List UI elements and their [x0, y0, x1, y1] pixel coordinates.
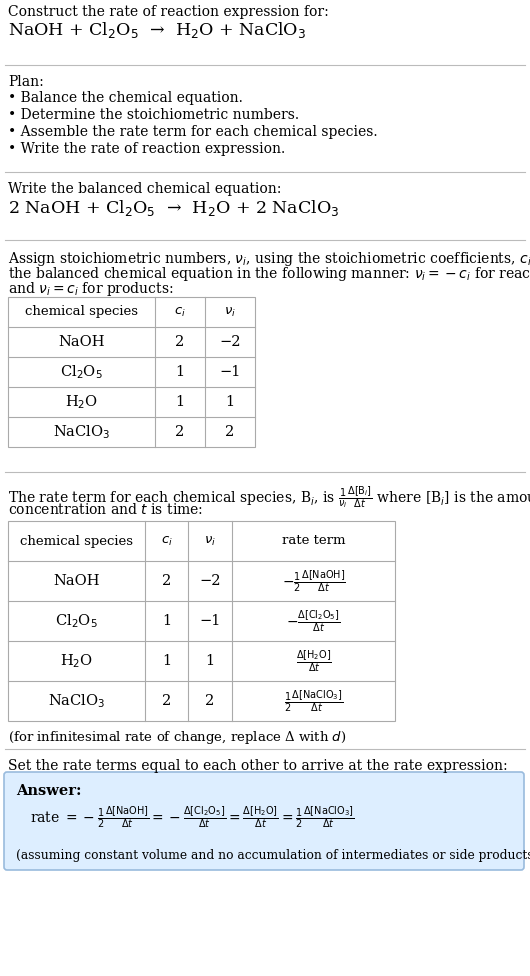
Text: Write the balanced chemical equation:: Write the balanced chemical equation:: [8, 182, 281, 196]
Text: chemical species: chemical species: [25, 305, 138, 318]
Text: concentration and $t$ is time:: concentration and $t$ is time:: [8, 502, 203, 517]
Text: The rate term for each chemical species, B$_i$, is $\frac{1}{\nu_i}\frac{\Delta[: The rate term for each chemical species,…: [8, 485, 530, 511]
Text: • Write the rate of reaction expression.: • Write the rate of reaction expression.: [8, 142, 285, 156]
Text: $\nu_i$: $\nu_i$: [204, 535, 216, 548]
Text: $c_i$: $c_i$: [174, 305, 186, 318]
Text: Plan:: Plan:: [8, 75, 44, 89]
Text: 1: 1: [206, 654, 215, 668]
Text: • Balance the chemical equation.: • Balance the chemical equation.: [8, 91, 243, 105]
Text: the balanced chemical equation in the following manner: $\nu_i = -c_i$ for react: the balanced chemical equation in the fo…: [8, 265, 530, 283]
Text: (assuming constant volume and no accumulation of intermediates or side products): (assuming constant volume and no accumul…: [16, 849, 530, 862]
Text: 2 NaOH + Cl$_2$O$_5$  →  H$_2$O + 2 NaClO$_3$: 2 NaOH + Cl$_2$O$_5$ → H$_2$O + 2 NaClO$…: [8, 198, 339, 218]
Text: 1: 1: [162, 614, 171, 628]
Text: −1: −1: [199, 614, 220, 628]
Text: $\frac{\Delta[\mathrm{H_2O}]}{\Delta t}$: $\frac{\Delta[\mathrm{H_2O}]}{\Delta t}$: [296, 648, 331, 673]
Text: (for infinitesimal rate of change, replace Δ with $d$): (for infinitesimal rate of change, repla…: [8, 729, 347, 746]
Text: Set the rate terms equal to each other to arrive at the rate expression:: Set the rate terms equal to each other t…: [8, 759, 508, 773]
Text: NaClO$_3$: NaClO$_3$: [53, 424, 110, 441]
Text: 2: 2: [175, 335, 184, 349]
Text: $c_i$: $c_i$: [161, 535, 172, 548]
Text: chemical species: chemical species: [20, 535, 133, 548]
Text: Cl$_2$O$_5$: Cl$_2$O$_5$: [55, 612, 98, 630]
Text: NaClO$_3$: NaClO$_3$: [48, 692, 105, 710]
Text: • Determine the stoichiometric numbers.: • Determine the stoichiometric numbers.: [8, 108, 299, 122]
Text: • Assemble the rate term for each chemical species.: • Assemble the rate term for each chemic…: [8, 125, 377, 139]
Text: and $\nu_i = c_i$ for products:: and $\nu_i = c_i$ for products:: [8, 280, 173, 298]
Text: $\frac{1}{2}\frac{\Delta[\mathrm{NaClO_3}]}{\Delta t}$: $\frac{1}{2}\frac{\Delta[\mathrm{NaClO_3…: [284, 688, 343, 713]
Text: Construct the rate of reaction expression for:: Construct the rate of reaction expressio…: [8, 5, 329, 19]
Text: H$_2$O: H$_2$O: [60, 652, 93, 670]
Text: $\nu_i$: $\nu_i$: [224, 305, 236, 318]
Text: −2: −2: [199, 574, 221, 588]
Text: 2: 2: [175, 425, 184, 439]
Text: NaOH: NaOH: [58, 335, 105, 349]
Text: 2: 2: [162, 694, 171, 708]
Text: rate $= -\frac{1}{2}\frac{\Delta[\mathrm{NaOH}]}{\Delta t} = -\frac{\Delta[\math: rate $= -\frac{1}{2}\frac{\Delta[\mathrm…: [30, 804, 355, 830]
Text: 1: 1: [162, 654, 171, 668]
Text: Assign stoichiometric numbers, $\nu_i$, using the stoichiometric coefficients, $: Assign stoichiometric numbers, $\nu_i$, …: [8, 250, 530, 268]
Text: 1: 1: [175, 365, 184, 379]
Text: H$_2$O: H$_2$O: [65, 393, 98, 411]
Text: NaOH: NaOH: [53, 574, 100, 588]
Text: −1: −1: [219, 365, 241, 379]
Text: 2: 2: [225, 425, 235, 439]
Text: $-\frac{1}{2}\frac{\Delta[\mathrm{NaOH}]}{\Delta t}$: $-\frac{1}{2}\frac{\Delta[\mathrm{NaOH}]…: [281, 568, 346, 593]
Bar: [8, 521, 395, 721]
Text: −2: −2: [219, 335, 241, 349]
Text: $-\frac{\Delta[\mathrm{Cl_2O_5}]}{\Delta t}$: $-\frac{\Delta[\mathrm{Cl_2O_5}]}{\Delta…: [286, 608, 341, 633]
Text: 1: 1: [175, 395, 184, 409]
Text: rate term: rate term: [282, 535, 345, 548]
Text: Answer:: Answer:: [16, 784, 82, 798]
Text: 2: 2: [162, 574, 171, 588]
Bar: [8, 297, 255, 447]
Text: Cl$_2$O$_5$: Cl$_2$O$_5$: [60, 363, 103, 381]
Text: 1: 1: [225, 395, 235, 409]
Text: 2: 2: [206, 694, 215, 708]
Text: NaOH + Cl$_2$O$_5$  →  H$_2$O + NaClO$_3$: NaOH + Cl$_2$O$_5$ → H$_2$O + NaClO$_3$: [8, 20, 306, 40]
FancyBboxPatch shape: [4, 772, 524, 870]
